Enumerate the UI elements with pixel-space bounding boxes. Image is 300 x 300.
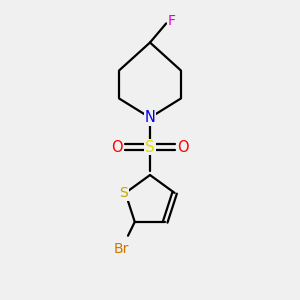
Text: N: N [145,110,155,125]
Text: F: F [167,14,175,28]
Text: Br: Br [113,242,129,256]
Text: O: O [111,140,122,154]
Text: S: S [145,140,155,154]
Text: O: O [178,140,189,154]
Text: S: S [119,186,128,200]
